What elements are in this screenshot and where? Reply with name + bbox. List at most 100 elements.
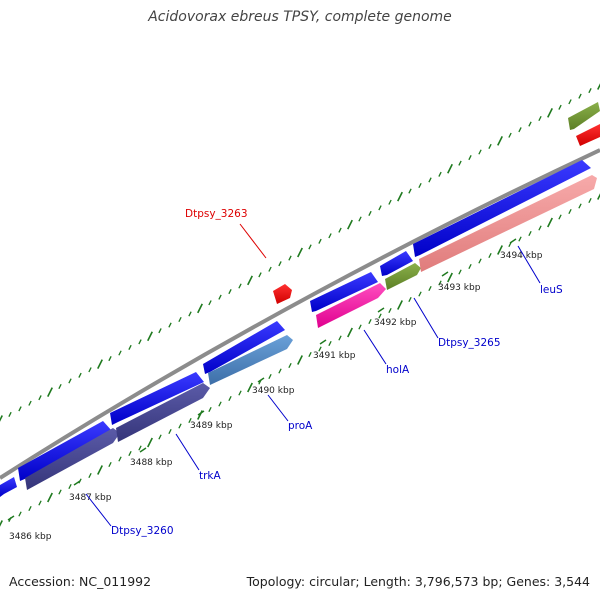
gene-arrow[interactable] xyxy=(0,477,17,497)
tick-label-3486: 3486 kbp xyxy=(9,532,52,542)
major-tick xyxy=(247,382,253,393)
minor-tick xyxy=(118,456,122,462)
accession-text: Accession: NC_011992 xyxy=(9,574,152,589)
minor-tick xyxy=(28,400,32,406)
minor-tick xyxy=(578,93,582,99)
minor-tick xyxy=(168,428,172,435)
minor-tick xyxy=(18,406,22,412)
minor-tick xyxy=(168,322,172,328)
minor-tick xyxy=(28,505,32,512)
minor-tick xyxy=(178,316,182,323)
minor-tick xyxy=(308,244,312,250)
gene-label-proa[interactable]: proA xyxy=(288,420,313,432)
minor-tick xyxy=(378,205,382,211)
gene-arrow[interactable] xyxy=(116,383,210,442)
gene-label-dtpsy-3260[interactable]: Dtpsy_3260 xyxy=(111,525,174,537)
gene-label-hola[interactable]: holA xyxy=(386,364,410,376)
dtpsy-3263-marker[interactable] xyxy=(273,284,292,304)
gene-arrow[interactable] xyxy=(419,175,597,272)
minor-tick xyxy=(338,335,342,341)
minor-tick xyxy=(478,258,482,264)
gene-arrow[interactable] xyxy=(208,335,293,385)
gene-arrow[interactable] xyxy=(25,428,120,490)
minor-tick xyxy=(358,216,362,222)
gene-label-trka[interactable]: trkA xyxy=(199,470,222,482)
minor-tick xyxy=(188,311,192,317)
gene-arrow[interactable] xyxy=(18,421,112,481)
gene-arrow[interactable] xyxy=(380,251,413,276)
minor-tick xyxy=(588,197,592,204)
minor-tick xyxy=(438,171,442,177)
tick-label-3488: 3488 kbp xyxy=(130,458,173,468)
minor-tick xyxy=(338,227,342,233)
minor-tick xyxy=(138,339,142,345)
minor-tick xyxy=(538,225,542,231)
minor-tick xyxy=(488,143,492,149)
minor-tick xyxy=(318,346,322,352)
reverse-strand-features xyxy=(25,124,600,490)
minor-tick xyxy=(588,88,592,94)
gene-arrow[interactable] xyxy=(385,263,421,290)
tick-label-3489: 3489 kbp xyxy=(190,421,233,431)
minor-tick xyxy=(238,283,242,289)
minor-tick xyxy=(408,296,412,303)
minor-tick xyxy=(478,149,482,155)
major-tick xyxy=(397,191,403,202)
minor-tick xyxy=(208,406,212,413)
gene-arrow[interactable] xyxy=(316,283,386,328)
gene-label-leus[interactable]: leuS xyxy=(540,284,563,296)
genome-summary-text: Topology: circular; Length: 3,796,573 bp… xyxy=(246,574,590,589)
gene-label-dtpsy-3263[interactable]: Dtpsy_3263 xyxy=(185,208,248,220)
minor-tick xyxy=(158,328,162,334)
minor-tick xyxy=(568,208,572,215)
gene-label-dtpsy-3265[interactable]: Dtpsy_3265 xyxy=(438,337,501,349)
minor-tick xyxy=(268,266,272,272)
minor-tick xyxy=(458,269,462,275)
minor-tick xyxy=(108,356,112,362)
minor-tick xyxy=(518,127,522,133)
minor-tick xyxy=(188,417,192,424)
gene-labels: Dtpsy_3263 Dtpsy_3260 trkA proA holA Dtp… xyxy=(111,208,563,537)
gene-arrow[interactable] xyxy=(110,372,204,425)
minor-tick xyxy=(158,434,162,440)
kbp-labels: 3486 kbp 3487 kbp 3488 kbp 3489 kbp 3490… xyxy=(9,251,543,542)
gene-arrow[interactable] xyxy=(413,160,591,257)
minor-tick xyxy=(358,324,362,330)
major-tick xyxy=(397,300,403,310)
major-tick xyxy=(147,331,153,342)
gene-arrow-top[interactable] xyxy=(576,124,600,146)
minor-tick xyxy=(378,313,382,319)
minor-tick xyxy=(258,272,262,278)
outer-tick-row xyxy=(0,83,600,422)
minor-tick xyxy=(228,395,232,402)
minor-tick xyxy=(328,340,332,347)
minor-tick xyxy=(18,511,22,517)
minor-tick xyxy=(268,373,272,380)
minor-tick xyxy=(428,285,432,292)
minor-tick xyxy=(408,188,412,194)
minor-tick xyxy=(528,121,532,127)
minor-tick xyxy=(468,263,472,270)
major-tick xyxy=(0,415,3,422)
major-tick xyxy=(47,387,53,397)
minor-tick xyxy=(368,210,372,216)
kbp-ticks xyxy=(7,238,517,521)
minor-tick xyxy=(558,214,562,220)
minor-tick xyxy=(38,395,42,401)
minor-tick xyxy=(218,294,222,300)
gene-arrow-top[interactable] xyxy=(568,102,600,130)
minor-tick xyxy=(58,489,62,495)
minor-tick xyxy=(78,372,82,378)
minor-tick xyxy=(278,368,282,374)
major-tick xyxy=(547,108,553,118)
minor-tick xyxy=(468,155,472,161)
minor-tick xyxy=(418,291,422,297)
gene-arrow[interactable] xyxy=(310,272,378,312)
gene-arrow[interactable] xyxy=(203,321,285,374)
major-tick xyxy=(197,303,203,314)
minor-tick xyxy=(578,203,582,209)
minor-tick xyxy=(88,472,92,479)
minor-tick xyxy=(58,383,62,390)
major-tick xyxy=(347,219,353,230)
